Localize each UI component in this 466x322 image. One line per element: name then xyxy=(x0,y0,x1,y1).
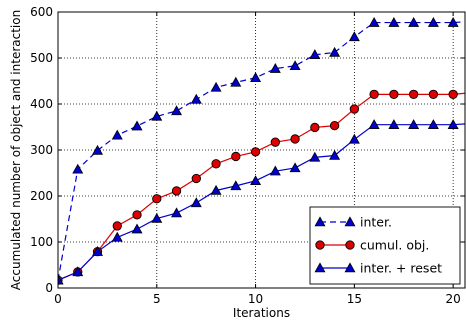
data-point xyxy=(369,89,379,99)
data-point xyxy=(250,147,261,157)
legend-label: inter. + reset xyxy=(360,261,442,276)
series-layer xyxy=(58,16,465,285)
data-point xyxy=(270,137,280,147)
y-tick-label: 600 xyxy=(30,5,53,19)
x-tick-label: 15 xyxy=(347,292,362,306)
data-point xyxy=(151,212,163,223)
data-point xyxy=(329,46,341,57)
x-tick-label: 10 xyxy=(248,292,263,306)
data-point xyxy=(132,210,142,220)
data-point xyxy=(408,16,420,27)
data-point xyxy=(448,89,458,99)
y-tick-label: 100 xyxy=(30,235,53,249)
data-point xyxy=(191,173,201,184)
data-point xyxy=(289,162,301,173)
data-point xyxy=(269,62,281,73)
data-point xyxy=(329,120,340,131)
data-point xyxy=(427,119,439,129)
data-point xyxy=(152,194,162,204)
data-point xyxy=(447,119,459,129)
x-tick-label: 20 xyxy=(446,292,461,306)
data-point xyxy=(92,246,103,256)
x-tick-label: 5 xyxy=(153,292,161,306)
data-point xyxy=(72,266,84,277)
series-0 xyxy=(58,16,465,285)
data-point xyxy=(348,31,360,42)
data-point xyxy=(389,89,399,99)
data-point xyxy=(210,81,222,92)
data-point xyxy=(428,89,439,99)
data-point xyxy=(309,151,321,162)
data-point xyxy=(231,151,241,162)
legend-marker xyxy=(345,240,355,250)
legend-label: inter. xyxy=(360,215,392,230)
legend-marker xyxy=(315,240,325,250)
data-point xyxy=(310,122,320,133)
data-point xyxy=(349,104,360,114)
data-point xyxy=(171,186,182,196)
series-line xyxy=(58,21,465,281)
data-point xyxy=(111,129,123,140)
legend-marker xyxy=(314,262,326,273)
data-point xyxy=(111,231,123,242)
data-point xyxy=(309,49,321,60)
data-point xyxy=(250,72,262,83)
y-tick-label: 500 xyxy=(30,51,53,65)
legend-box xyxy=(309,206,461,285)
data-point xyxy=(171,207,183,218)
y-axis-label: Accumulated number of object and interac… xyxy=(9,10,23,290)
data-point xyxy=(211,159,221,169)
data-point xyxy=(368,16,380,27)
data-point xyxy=(190,93,202,104)
data-point xyxy=(368,119,380,129)
series-line xyxy=(58,123,465,281)
data-point xyxy=(290,134,300,144)
data-point xyxy=(131,120,143,131)
data-point xyxy=(92,144,103,155)
data-point xyxy=(447,16,459,27)
data-point xyxy=(329,149,341,160)
data-point xyxy=(72,163,84,174)
data-point xyxy=(427,16,439,27)
data-point xyxy=(171,105,183,116)
series-2 xyxy=(58,119,465,285)
y-tick-label: 400 xyxy=(30,97,53,111)
data-point xyxy=(250,175,262,186)
data-point xyxy=(131,223,143,234)
data-point xyxy=(289,60,301,71)
x-axis-label: Iterations xyxy=(233,306,290,320)
data-point xyxy=(230,76,242,87)
data-point xyxy=(348,133,360,144)
data-point xyxy=(190,197,202,208)
data-point xyxy=(210,184,222,195)
legend-marker xyxy=(344,216,356,227)
y-tick-label: 0 xyxy=(45,281,53,295)
data-point xyxy=(112,221,122,231)
data-point xyxy=(388,16,400,27)
legend-label: cumul. obj. xyxy=(360,238,429,253)
data-point xyxy=(388,119,400,129)
data-point xyxy=(408,89,419,99)
legend: inter. cumul. obj. inter. + reset xyxy=(309,206,461,285)
legend-marker xyxy=(314,216,326,227)
data-point xyxy=(151,110,163,121)
data-point xyxy=(230,180,242,191)
series-line xyxy=(58,92,465,281)
data-point xyxy=(269,165,281,176)
y-tick-label: 300 xyxy=(30,143,53,157)
y-tick-label: 200 xyxy=(30,189,53,203)
x-tick-label: 0 xyxy=(54,292,62,306)
data-point xyxy=(408,119,420,129)
data-point xyxy=(58,274,64,285)
legend-marker xyxy=(344,262,356,273)
